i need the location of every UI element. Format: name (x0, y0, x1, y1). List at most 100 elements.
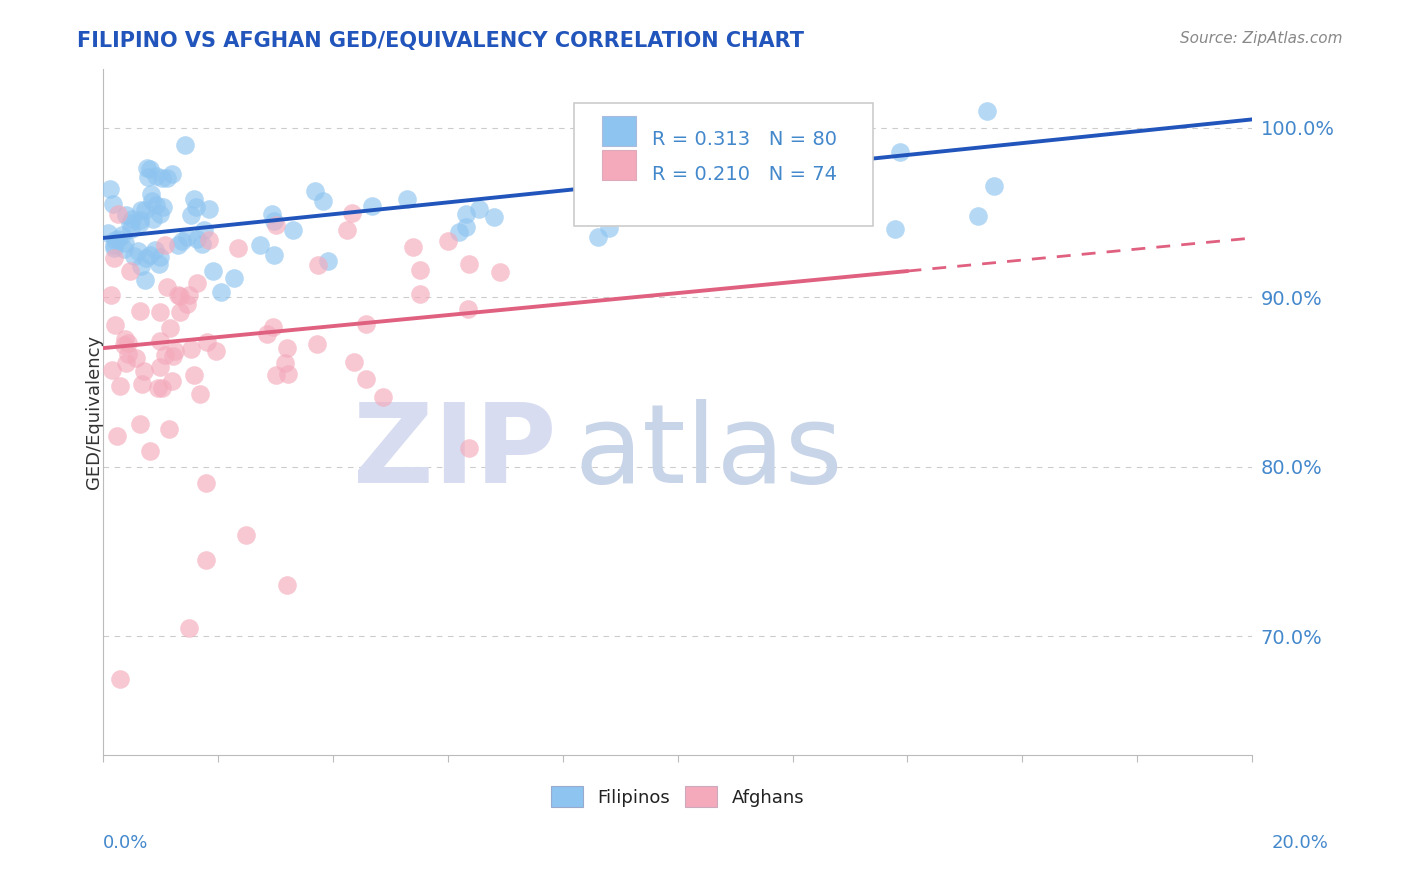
Point (163, 344, 186, 359)
Point (177, 287, 200, 301)
Point (121, 212, 143, 227)
Point (180, 209, 202, 223)
Point (101, 363, 124, 377)
Point (149, 207, 172, 221)
Text: atlas: atlas (574, 400, 842, 507)
Point (104, 233, 127, 247)
Text: 20.0%: 20.0% (1272, 834, 1329, 852)
Point (111, 228, 134, 243)
Point (205, 344, 228, 359)
Text: ZIP: ZIP (353, 400, 557, 507)
Point (276, 578, 298, 592)
Point (277, 367, 299, 381)
Point (118, 264, 141, 278)
Point (266, 219, 288, 233)
Point (188, 387, 211, 401)
Point (222, 271, 245, 285)
Point (173, 138, 195, 153)
Point (169, 305, 191, 319)
Y-axis label: GED/Equivalency: GED/Equivalency (86, 334, 103, 489)
Point (195, 476, 218, 491)
Point (148, 381, 170, 395)
Point (100, 288, 122, 302)
Point (395, 192, 418, 206)
Point (98, 182, 121, 196)
Point (256, 326, 278, 341)
Point (598, 220, 620, 235)
Point (449, 225, 471, 239)
Point (139, 186, 162, 201)
Point (180, 343, 202, 357)
Point (281, 222, 304, 236)
Point (131, 202, 153, 217)
Point (457, 257, 479, 271)
Point (482, 210, 505, 224)
Point (201, 263, 224, 277)
Point (312, 194, 335, 209)
Point (148, 257, 170, 271)
Point (142, 211, 165, 226)
Point (114, 332, 136, 346)
Point (336, 223, 359, 237)
Point (149, 359, 172, 374)
Legend: Filipinos, Afghans: Filipinos, Afghans (544, 780, 811, 814)
Point (263, 248, 285, 262)
Point (145, 169, 167, 184)
Point (103, 237, 125, 252)
Point (139, 162, 162, 177)
Point (134, 202, 156, 217)
Point (371, 390, 394, 404)
Point (139, 443, 162, 458)
Point (127, 244, 149, 259)
Point (132, 364, 155, 378)
Point (193, 222, 215, 236)
Point (114, 235, 136, 250)
Point (457, 301, 479, 316)
Point (108, 672, 131, 686)
FancyBboxPatch shape (574, 103, 873, 227)
Point (249, 237, 271, 252)
Point (101, 196, 124, 211)
Point (134, 272, 156, 286)
Point (198, 233, 221, 247)
Point (128, 304, 150, 318)
Point (195, 553, 218, 567)
Point (124, 249, 146, 263)
Point (883, 222, 905, 236)
Point (316, 254, 339, 268)
Point (117, 347, 139, 361)
Point (135, 161, 157, 176)
Text: R = 0.313   N = 80: R = 0.313 N = 80 (652, 130, 837, 149)
Point (409, 262, 432, 277)
Point (183, 368, 205, 382)
Point (458, 441, 481, 455)
Point (114, 356, 136, 370)
Text: Source: ZipAtlas.com: Source: ZipAtlas.com (1180, 31, 1343, 46)
Point (263, 214, 285, 228)
FancyBboxPatch shape (602, 150, 636, 180)
Point (162, 374, 184, 388)
FancyBboxPatch shape (602, 116, 636, 146)
Point (152, 200, 174, 214)
Point (176, 229, 198, 244)
Point (579, 162, 602, 177)
Point (274, 356, 297, 370)
Point (967, 209, 990, 223)
Point (304, 184, 326, 198)
Point (983, 179, 1005, 194)
Point (155, 280, 177, 294)
Point (437, 234, 460, 248)
Point (145, 198, 167, 212)
Point (103, 241, 125, 255)
Point (155, 238, 177, 252)
Point (307, 259, 329, 273)
Point (103, 251, 125, 265)
Text: 0.0%: 0.0% (103, 834, 148, 852)
Point (107, 232, 129, 246)
Point (586, 229, 609, 244)
Text: R = 0.210   N = 74: R = 0.210 N = 74 (652, 165, 837, 184)
Point (354, 372, 377, 386)
Point (143, 243, 166, 257)
Point (190, 236, 212, 251)
Point (198, 202, 221, 216)
